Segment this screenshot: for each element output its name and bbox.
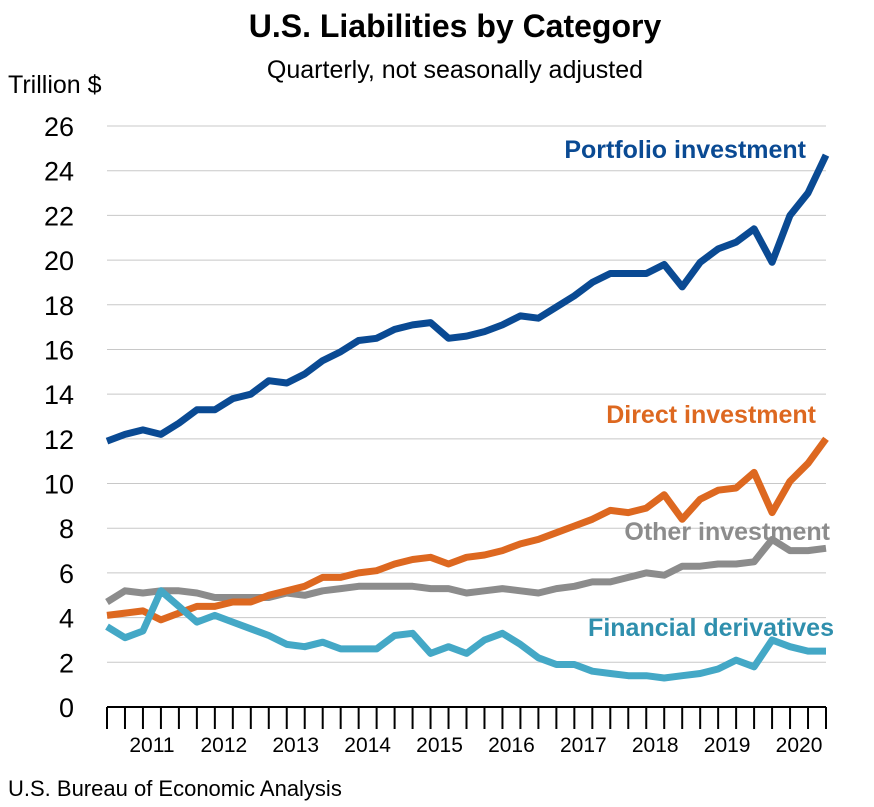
- series-label-direct-investment: Direct investment: [606, 401, 816, 429]
- series-label-portfolio-investment: Portfolio investment: [564, 136, 806, 164]
- series-line-financial-derivatives: [105, 587, 826, 682]
- y-tick-label: 20: [44, 246, 74, 276]
- y-tick-label: 14: [44, 380, 74, 410]
- y-tick-label: 24: [44, 157, 74, 187]
- y-tick-label: 22: [44, 201, 74, 231]
- y-tick-label: 12: [44, 425, 74, 455]
- series-label-other-investment: Other investment: [624, 518, 830, 546]
- series-line-direct-investment: [106, 436, 829, 624]
- y-tick-label: 26: [44, 112, 74, 142]
- x-tick-label: 2013: [272, 734, 319, 757]
- x-tick-label: 2012: [200, 734, 247, 757]
- chart-title: U.S. Liabilities by Category: [249, 8, 662, 44]
- y-tick-label: 0: [59, 693, 74, 723]
- x-tick-label: 2014: [344, 734, 391, 757]
- series-line-other-investment: [105, 535, 827, 605]
- x-tick-label: 2019: [704, 734, 751, 757]
- y-tick-label: 2: [59, 648, 74, 678]
- y-axis-label: Trillion $: [8, 71, 102, 99]
- series-lines: [105, 153, 830, 682]
- y-tick-label: 16: [44, 335, 74, 365]
- y-tick-label: 4: [59, 604, 74, 634]
- series-line-portfolio-investment: [105, 153, 830, 445]
- x-tick-label: 2020: [776, 734, 823, 757]
- chart-subtitle: Quarterly, not seasonally adjusted: [267, 56, 643, 84]
- gridlines: [107, 125, 826, 663]
- y-tick-label: 6: [59, 559, 74, 589]
- x-tick-label: 2015: [416, 734, 463, 757]
- y-tick-label: 8: [59, 514, 74, 544]
- series-label-financial-derivatives: Financial derivatives: [588, 614, 834, 642]
- x-tick-label: 2017: [560, 734, 607, 757]
- y-tick-label: 10: [44, 470, 74, 500]
- x-tick-label: 2011: [129, 734, 174, 757]
- source-note: U.S. Bureau of Economic Analysis: [8, 776, 342, 801]
- y-tick-label: 18: [44, 291, 74, 321]
- x-tick-label: 2016: [488, 734, 535, 757]
- x-tick-label: 2018: [632, 734, 679, 757]
- x-axis-tick-marks: [106, 707, 827, 729]
- x-axis-year-labels: 2011 2012 2013 2014 2015 2016 2017 2018 2019 2020: [129, 734, 822, 757]
